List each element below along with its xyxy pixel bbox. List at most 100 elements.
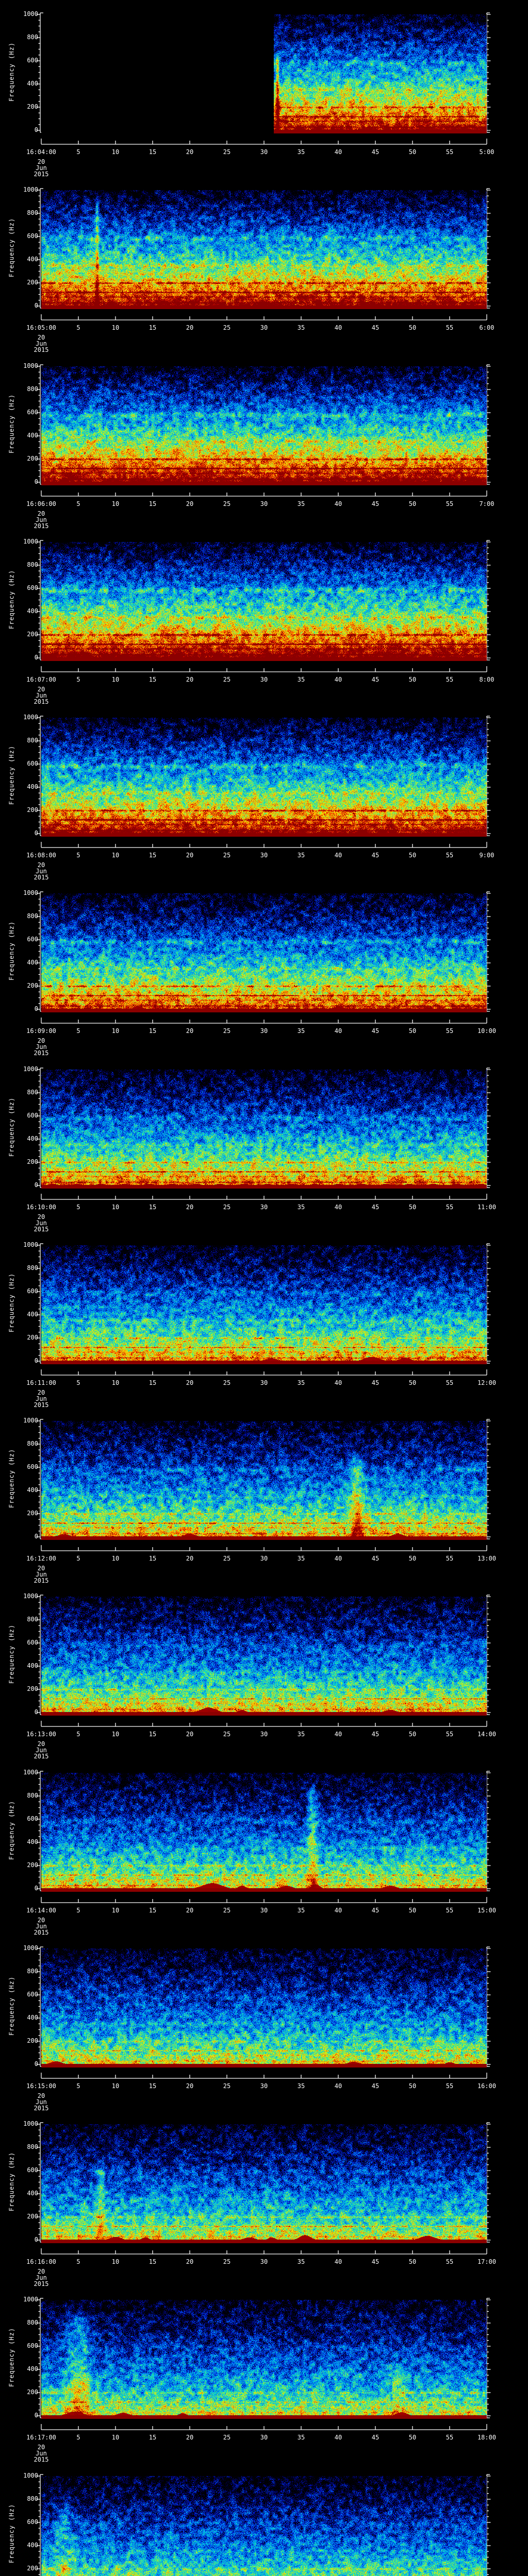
x-tick-label: 20 [186, 2258, 194, 2265]
y-tick-label: 200 [27, 1685, 38, 1692]
x-tick-label: 40 [334, 1027, 342, 1035]
x-tick-label: 40 [334, 148, 342, 156]
x-tick-label: 15 [148, 148, 157, 156]
x-tick-label: 55 [446, 1027, 454, 1035]
date-line: Jun [36, 340, 47, 347]
y-tick-label: 200 [27, 103, 38, 110]
y-tick-label: 0 [34, 2236, 38, 2243]
date-line: 2015 [34, 2105, 49, 2112]
y-tick-label: 400 [27, 2014, 38, 2021]
x-tick-label: 40 [334, 2434, 342, 2441]
y-tick-label: 400 [27, 432, 38, 439]
y-tick-label: 600 [27, 2166, 38, 2174]
x-tick-label: 35 [297, 2434, 305, 2441]
x-tick-label: 45 [371, 1907, 380, 1914]
x-tick-label: 25 [223, 1907, 231, 1914]
x-tick-label: 5 [76, 148, 80, 156]
x-start-time-label: 16:14:00 [26, 1907, 56, 1914]
x-start-time-label: 16:08:00 [26, 852, 56, 859]
x-tick-label: 40 [334, 1731, 342, 1738]
date-line: 2015 [34, 698, 49, 705]
x-tick-label: 55 [446, 1731, 454, 1738]
y-tick-label: 200 [27, 279, 38, 286]
y-tick-label: 400 [27, 256, 38, 263]
x-tick-label: 25 [223, 1731, 231, 1738]
x-tick-label: 5 [76, 852, 80, 859]
x-tick-label: 55 [446, 2434, 454, 2441]
y-tick-label: 400 [27, 1662, 38, 1669]
y-tick-label: 1000 [23, 10, 38, 18]
x-tick-label: 45 [371, 1027, 380, 1035]
x-tick-label: 35 [297, 1555, 305, 1562]
x-start-time-label: 16:07:00 [26, 676, 56, 683]
x-start-time-label: 16:04:00 [26, 148, 56, 156]
date-line: Jun [36, 1571, 47, 1578]
x-tick-label: 45 [371, 2082, 380, 2090]
x-tick-label: 15 [148, 2434, 157, 2441]
x-tick-label: 30 [260, 1204, 268, 1211]
x-tick-label: 5 [76, 500, 80, 507]
x-end-time-label: 15:00 [477, 1907, 497, 1914]
x-tick-label: 35 [297, 1027, 305, 1035]
date-line: 20 [37, 1037, 45, 1044]
date-line: Jun [36, 2274, 47, 2281]
x-tick-label: 45 [371, 148, 380, 156]
x-tick-label: 55 [446, 1555, 454, 1562]
y-tick-label: 600 [27, 2342, 38, 2349]
x-tick-label: 40 [334, 1907, 342, 1914]
x-tick-label: 15 [148, 852, 157, 859]
x-tick-label: 15 [148, 1907, 157, 1914]
date-line: 2015 [34, 346, 49, 353]
y-tick-label: 1000 [23, 2472, 38, 2479]
x-tick-label: 20 [186, 2434, 194, 2441]
y-tick-label: 0 [34, 478, 38, 485]
y-tick-label: 400 [27, 2541, 38, 2549]
y-tick-label: 600 [27, 409, 38, 416]
x-tick-label: 45 [371, 1731, 380, 1738]
y-tick-label: 800 [27, 209, 38, 216]
date-line: 20 [37, 510, 45, 517]
x-tick-label: 20 [186, 148, 194, 156]
spectrogram-image [41, 1070, 487, 1189]
y-tick-label: 400 [27, 1311, 38, 1318]
x-tick-label: 30 [260, 2082, 268, 2090]
date-line: 2015 [34, 874, 49, 881]
y-tick-label: 1000 [23, 2296, 38, 2303]
y-tick-label: 600 [27, 1463, 38, 1470]
y-tick-label: 600 [27, 2518, 38, 2526]
x-end-time-label: 13:00 [477, 1555, 497, 1562]
date-line: 2015 [34, 1753, 49, 1760]
x-tick-label: 10 [111, 2434, 120, 2441]
y-tick-label: 1000 [23, 538, 38, 545]
y-tick-label: 200 [27, 2388, 38, 2396]
x-tick-label: 5 [76, 676, 80, 683]
x-tick-label: 30 [260, 1027, 268, 1035]
x-tick-label: 25 [223, 1027, 231, 1035]
x-start-time-label: 16:15:00 [26, 2082, 56, 2090]
y-tick-label: 400 [27, 1135, 38, 1142]
x-tick-label: 20 [186, 1731, 194, 1738]
x-tick-label: 25 [223, 676, 231, 683]
y-tick-label: 800 [27, 33, 38, 41]
spectrogram-image [41, 190, 487, 309]
x-end-time-label: 16:00 [477, 2082, 497, 2090]
x-tick-label: 40 [334, 1379, 342, 1386]
y-axis-label: Frequency (Hz) [8, 2327, 15, 2387]
x-end-time-label: 17:00 [477, 2258, 497, 2265]
y-axis-label: Frequency (Hz) [8, 1097, 15, 1157]
y-axis-label: Frequency (Hz) [8, 569, 15, 630]
x-tick-label: 45 [371, 676, 380, 683]
y-axis-label: Frequency (Hz) [8, 1800, 15, 1860]
y-tick-label: 800 [27, 2143, 38, 2150]
x-tick-label: 10 [111, 1907, 120, 1914]
y-tick-label: 600 [27, 232, 38, 240]
x-end-time-label: 12:00 [477, 1379, 497, 1386]
date-line: 20 [37, 1565, 45, 1572]
x-tick-label: 55 [446, 2258, 454, 2265]
y-tick-label: 200 [27, 1510, 38, 1517]
x-tick-label: 20 [186, 1555, 194, 1562]
y-axis-label: Frequency (Hz) [8, 2503, 15, 2564]
y-tick-label: 1000 [23, 1417, 38, 1424]
spectrogram-image [41, 2124, 487, 2243]
date-line: Jun [36, 692, 47, 699]
